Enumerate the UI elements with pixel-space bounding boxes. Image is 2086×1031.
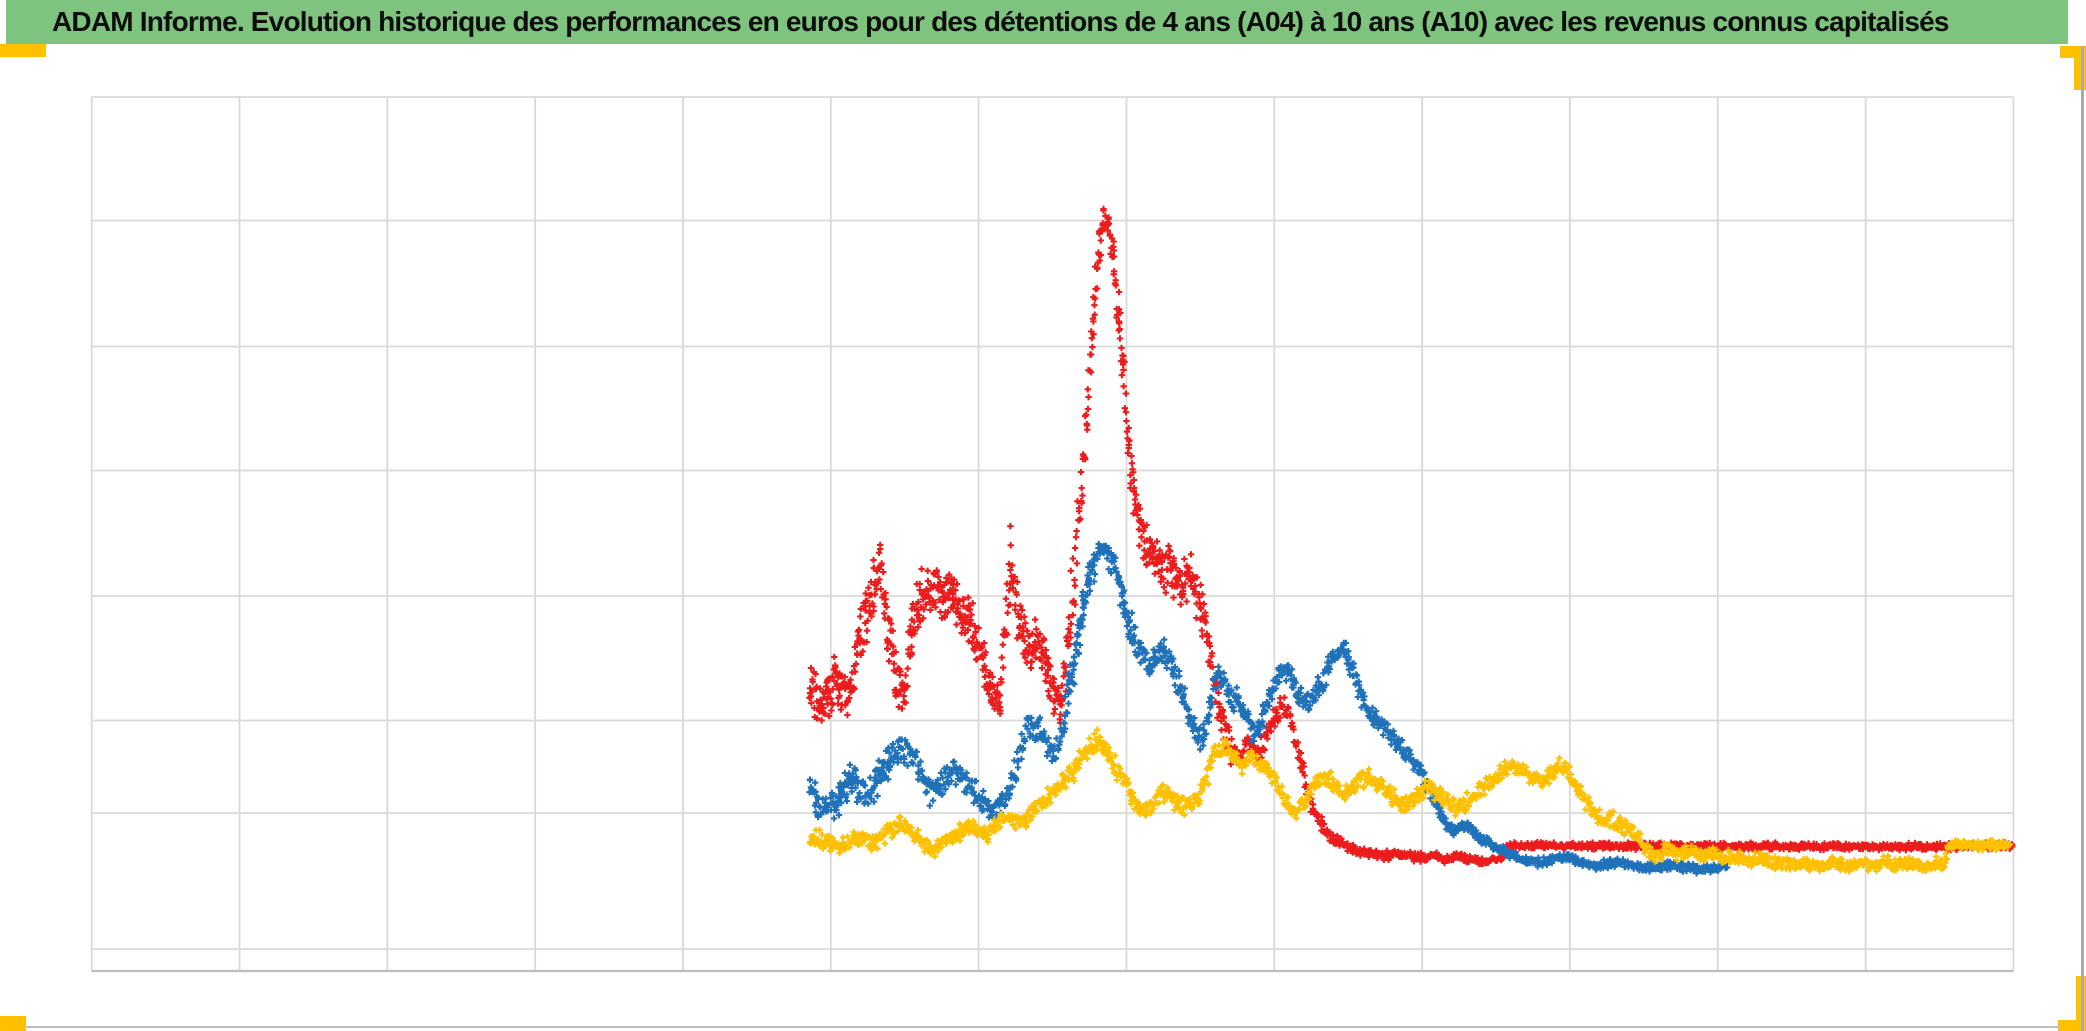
right-window-edge [2081, 46, 2084, 1031]
accent-mark-top-left [0, 44, 46, 57]
page-title: ADAM Informe. Evolution historique des p… [52, 6, 1949, 37]
accent-mark-bottom-left [0, 1016, 26, 1031]
series-red [806, 205, 2016, 867]
header-bar: ADAM Informe. Evolution historique des p… [6, 0, 2068, 44]
series-blue [806, 540, 1731, 877]
bottom-rule [24, 1026, 2060, 1028]
accent-mark-top-right-vertical [2074, 46, 2086, 90]
series-yellow [806, 726, 2013, 875]
accent-mark-bottom-right-foot [2058, 1020, 2086, 1031]
chart-gridlines [90, 96, 2015, 973]
chart-series [806, 205, 2016, 877]
